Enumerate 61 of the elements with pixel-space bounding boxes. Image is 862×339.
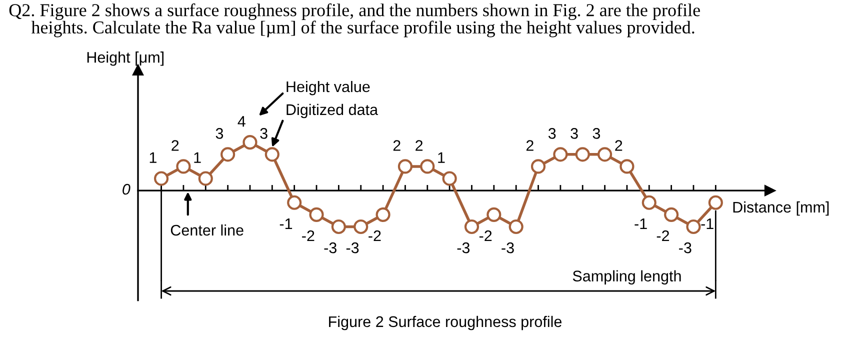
data-label: 2	[416, 140, 423, 151]
data-label: 3	[592, 128, 600, 139]
data-label: -3	[502, 242, 514, 254]
point	[708, 195, 723, 210]
point	[220, 147, 236, 162]
data-label: 2	[526, 140, 534, 151]
x-axis-title: Distance [mm]	[733, 201, 829, 216]
data-label: -2	[656, 230, 670, 242]
text: Sampling length	[572, 270, 681, 285]
point	[376, 207, 390, 222]
point	[309, 207, 324, 222]
point	[575, 147, 590, 162]
point	[398, 159, 413, 174]
data-label: -3	[346, 242, 359, 254]
point	[664, 207, 679, 222]
point	[686, 219, 701, 234]
data-label: 3	[548, 128, 556, 139]
data-label: -3	[324, 242, 336, 254]
point	[154, 171, 169, 186]
point	[354, 219, 368, 234]
text: Height value	[286, 80, 370, 96]
text: Height [μm]	[87, 52, 164, 66]
data-label: 2	[393, 140, 400, 151]
data-label: 3	[216, 128, 224, 139]
data-label: -2	[302, 230, 314, 242]
point	[642, 195, 656, 210]
data-label: 1	[438, 152, 445, 163]
point	[553, 147, 568, 162]
point	[464, 219, 480, 234]
point	[508, 219, 524, 234]
data-label: 4	[238, 116, 246, 127]
point	[198, 171, 213, 186]
data-label: -2	[479, 230, 492, 242]
chart-title: Q2. Figure 2 shows a surface roughness profile, and the numbers shown in Fig. 2 are the profile heights. Calculate the Ra value [µm] of the surface profile using the height values provided.	[9, 3, 700, 38]
point	[598, 147, 612, 162]
point	[420, 159, 435, 174]
data-label: -3	[679, 242, 692, 254]
point	[176, 159, 191, 174]
data-label: -1	[280, 218, 292, 229]
point	[486, 207, 502, 222]
annotation: Center line	[170, 224, 244, 236]
data-label: -1	[634, 218, 647, 229]
point	[530, 159, 546, 174]
data-label: -2	[368, 230, 381, 242]
data-label: 3	[260, 128, 268, 139]
data-label: 2	[615, 140, 622, 151]
caption: Figure 2 Surface roughness profile	[329, 316, 562, 330]
point	[442, 171, 457, 186]
data-label: 2	[172, 140, 179, 151]
data-label: 3	[570, 128, 578, 139]
point	[264, 147, 280, 162]
point	[242, 135, 258, 150]
data-label: 1	[194, 152, 201, 163]
point	[287, 195, 302, 210]
text: Digitized data	[286, 104, 378, 118]
data-label: -1	[701, 218, 714, 229]
data-label: -3	[457, 242, 470, 254]
text: 0	[122, 184, 130, 195]
data-label: 1	[150, 152, 156, 163]
point	[620, 159, 634, 174]
point	[331, 219, 346, 234]
